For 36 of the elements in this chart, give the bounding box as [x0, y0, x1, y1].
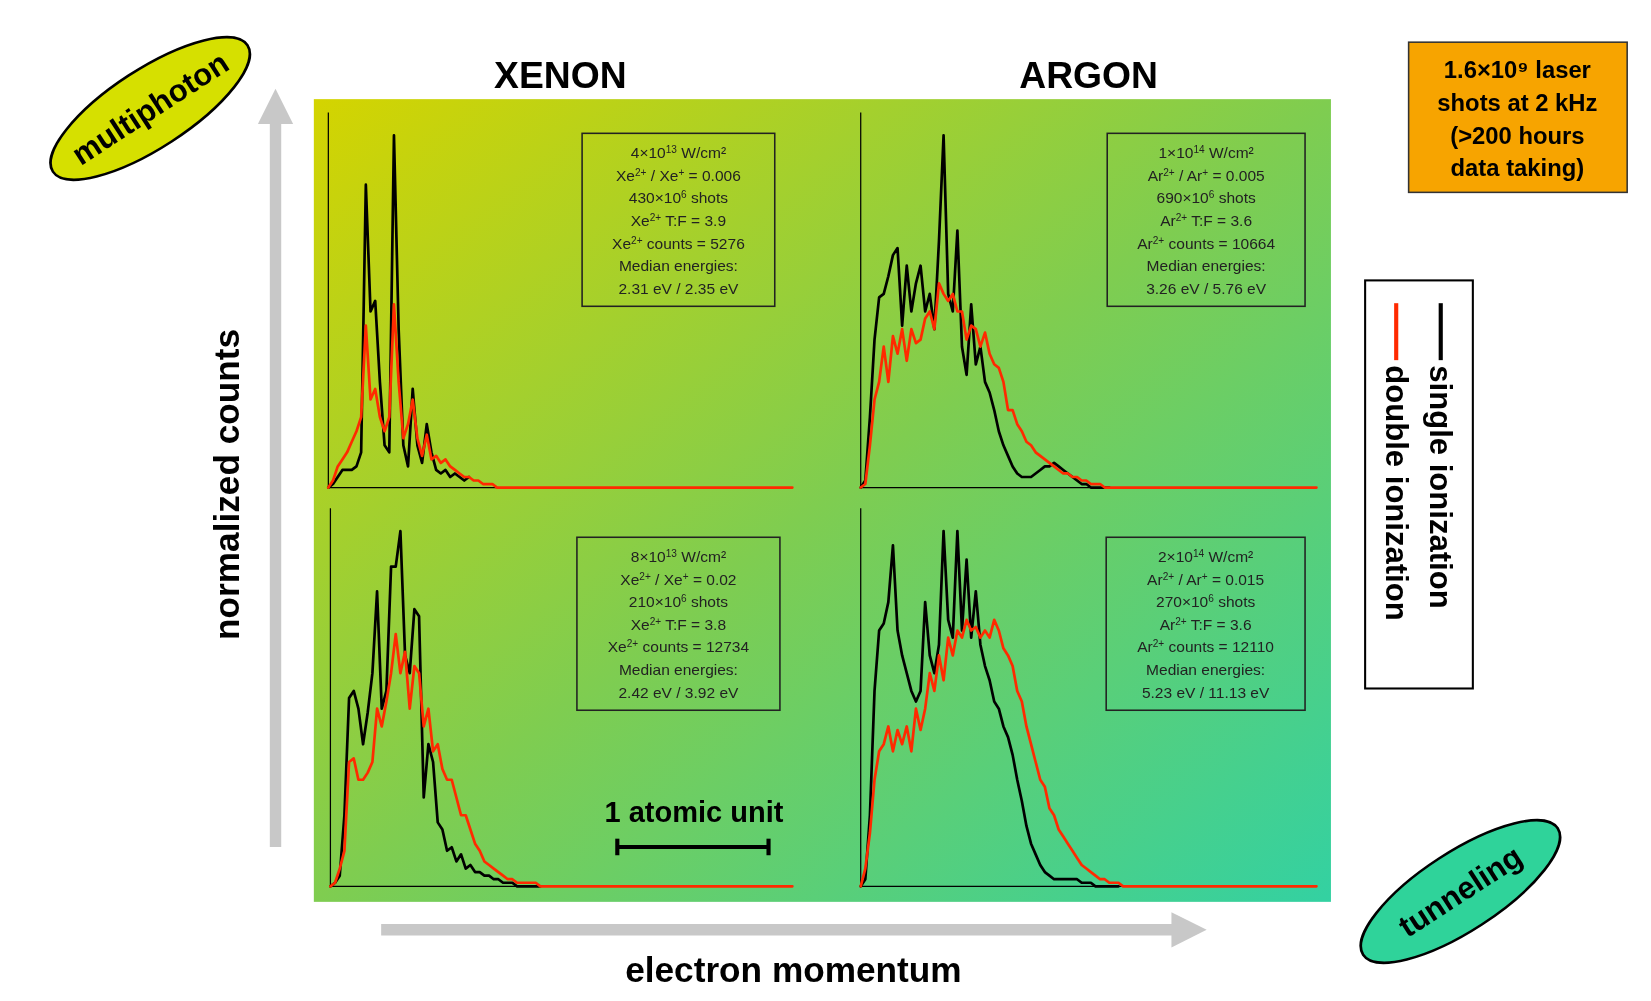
- annotation: 5.23 eV / 11.13 eV: [1141, 683, 1270, 701]
- annotation: Xe$^{2+}$ T:F = 3.8: [630, 615, 727, 633]
- annotation: Ar$^{2+}$ / Ar$^{+}$ = 0.015: [1147, 570, 1265, 588]
- annotation: Median energies:: [618, 661, 738, 679]
- annotation: 1×10$^{14}$ W/cm²: [1158, 143, 1254, 162]
- annotation: 2.31 eV / 2.35 eV: [618, 279, 740, 297]
- annotation: 3.26 eV / 5.76 eV: [1146, 279, 1267, 297]
- annotation: Xe$^{2+}$ counts = 5276: [612, 234, 745, 252]
- text: 1.6×10⁹ laser shots at 2 kHz (>200 hours data taking): [1437, 56, 1598, 182]
- y-axis-title: normalized counts: [207, 328, 247, 640]
- annotation: Ar$^{2+}$ counts = 12110: [1137, 637, 1275, 656]
- annotation: Median energies:: [1146, 661, 1266, 679]
- annotation: 690×10$^{6}$ shots: [1156, 188, 1256, 207]
- annotation: 210×10$^{6}$ shots: [628, 592, 729, 611]
- x-axis-title: electron momentum: [625, 949, 962, 989]
- annotation: Ar$^{2+}$ T:F = 3.6: [1160, 211, 1253, 229]
- chart-title: XENON: [494, 53, 627, 96]
- annotation: Xe$^{2+}$ counts = 12734: [607, 637, 750, 656]
- annotation: 430×10$^{6}$ shots: [628, 188, 729, 207]
- annotation: 2×10$^{14}$ W/cm²: [1157, 547, 1254, 566]
- annotation: Xe$^{2+}$ / Xe$^{+}$ = 0.02: [620, 570, 737, 588]
- annotation: Ar$^{2+}$ T:F = 3.6: [1159, 615, 1252, 633]
- annotation: 1 atomic unit: [604, 796, 784, 829]
- annotation: Xe$^{2+}$ T:F = 3.9: [630, 211, 727, 229]
- chart-title: ARGON: [1019, 53, 1158, 96]
- annotation: Median energies:: [1146, 257, 1266, 275]
- annotation: 8×10$^{13}$ W/cm²: [630, 547, 727, 566]
- annotation: 4×10$^{13}$ W/cm²: [630, 143, 727, 162]
- annotation: Ar$^{2+}$ counts = 10664: [1137, 234, 1276, 252]
- legend-label: double ionization: [1378, 365, 1414, 621]
- annotation: Xe$^{2+}$ / Xe$^{+}$ = 0.006: [616, 166, 741, 184]
- annotation: 270×10$^{6}$ shots: [1156, 592, 1256, 611]
- legend-label: single ionization: [1423, 365, 1459, 609]
- annotation: Median energies:: [618, 257, 738, 275]
- annotation: Ar$^{2+}$ / Ar$^{+}$ = 0.005: [1147, 166, 1265, 184]
- annotation: 2.42 eV / 3.92 eV: [618, 683, 740, 701]
